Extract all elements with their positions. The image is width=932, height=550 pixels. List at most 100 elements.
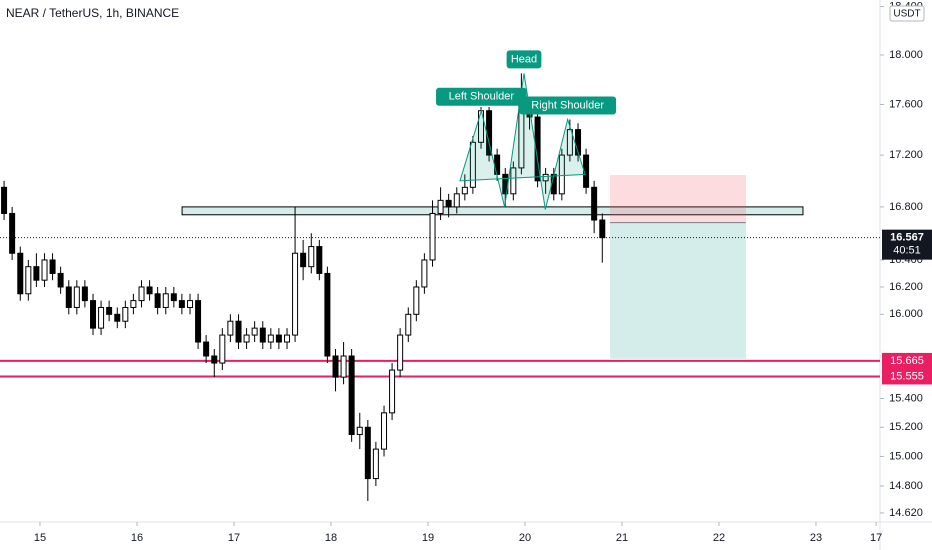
candle-body [461, 186, 468, 195]
candle-body [437, 199, 444, 214]
candle-body [275, 334, 282, 343]
candle-body [211, 355, 218, 364]
x-tick-label: 15 [34, 532, 46, 544]
candle-body [308, 246, 315, 268]
candle-body [510, 167, 517, 195]
candle-body [41, 259, 48, 281]
candle-body [146, 286, 153, 295]
candle-body [372, 448, 379, 480]
candle-body [300, 252, 307, 268]
candle-body [138, 286, 145, 302]
candle-body [445, 199, 452, 208]
candle-body [178, 300, 185, 308]
y-tick-label: 16.000 [889, 308, 923, 320]
candle-body [453, 193, 460, 208]
candle-body [429, 212, 436, 261]
x-tick-label: 16 [131, 532, 143, 544]
candle-body [413, 286, 420, 315]
candle-body [57, 272, 64, 288]
candle-body [65, 286, 72, 308]
y-tick-label: 14.800 [889, 480, 923, 492]
target-area [609, 222, 746, 359]
candle-body [73, 286, 80, 308]
pattern-label: Left Shoulder [449, 91, 515, 103]
candle-body [259, 327, 266, 343]
candle-body [332, 355, 339, 378]
x-tick-label: 20 [519, 532, 531, 544]
candle-body [114, 313, 121, 322]
chart-title: NEAR / TetherUS, 1h, BINANCE [6, 6, 179, 20]
candle-body [542, 173, 549, 182]
stop-area [609, 175, 746, 223]
candle-body [130, 300, 137, 308]
x-tick-label: 22 [713, 532, 725, 544]
candle-body [405, 313, 412, 336]
candle-body [243, 334, 250, 343]
candle-body [203, 341, 210, 357]
y-tick-label: 16.200 [889, 281, 923, 293]
level-price-box [882, 368, 932, 385]
candle-body [348, 355, 355, 436]
pattern-label: Head [511, 53, 537, 65]
y-tick-label: 15.000 [889, 450, 923, 462]
y-tick-label: 16.800 [889, 201, 923, 213]
last-price-box [882, 229, 932, 260]
candle-body [170, 293, 177, 302]
level-price-label: 15.555 [890, 370, 924, 382]
candle-body [340, 355, 347, 378]
y-tick-label: 18.000 [889, 49, 923, 61]
x-tick-label: 19 [422, 532, 434, 544]
candle-body [187, 300, 194, 308]
candle-body [25, 266, 32, 295]
y-tick-label: 17.600 [889, 98, 923, 110]
candle-body [195, 300, 202, 343]
candle-body [81, 286, 88, 302]
candle-body [1, 186, 8, 214]
candle-body [356, 426, 363, 436]
candle-body [49, 259, 56, 274]
neckline-zone [181, 206, 804, 216]
candle-body [98, 306, 105, 329]
candle-body [284, 334, 291, 343]
candle-body [17, 252, 24, 295]
y-tick-label: 15.200 [889, 421, 923, 433]
pattern-label: Right Shoulder [531, 99, 604, 111]
x-tick-label: 21 [616, 532, 628, 544]
candle-body [316, 246, 323, 274]
candle-body [324, 272, 331, 357]
candle-body [227, 320, 234, 336]
candle-body [9, 212, 16, 254]
candle-body [421, 259, 428, 288]
candle-body [292, 252, 299, 336]
x-tick-label: 17 [870, 532, 882, 544]
candle-body [575, 129, 582, 156]
candle-body [381, 412, 388, 450]
candle-body [534, 116, 541, 182]
candle-body [397, 334, 404, 371]
level-price-box [882, 352, 932, 369]
y-tick-label: 15.400 [889, 392, 923, 404]
candle-body [469, 141, 476, 188]
candle-body [558, 154, 565, 195]
candle-body [599, 219, 606, 239]
pattern-label-box [436, 87, 527, 106]
candle-body [566, 129, 573, 156]
candle-body [267, 334, 274, 343]
level-price-label: 15.665 [890, 355, 924, 367]
candle-body [235, 320, 242, 343]
candle-body [106, 306, 113, 315]
last-price-label: 16.567 [890, 232, 924, 244]
candle-body [90, 300, 97, 329]
y-tick-label: 14.620 [889, 507, 923, 519]
candle-body [154, 293, 161, 308]
candle-body [219, 334, 226, 364]
pattern-label-box [506, 50, 542, 69]
currency-label: USDT [893, 9, 920, 20]
y-tick-label: 17.200 [889, 149, 923, 161]
pattern-label-box [519, 96, 617, 115]
candle-body [122, 306, 129, 322]
candle-body [162, 293, 169, 308]
x-tick-label: 17 [228, 532, 240, 544]
